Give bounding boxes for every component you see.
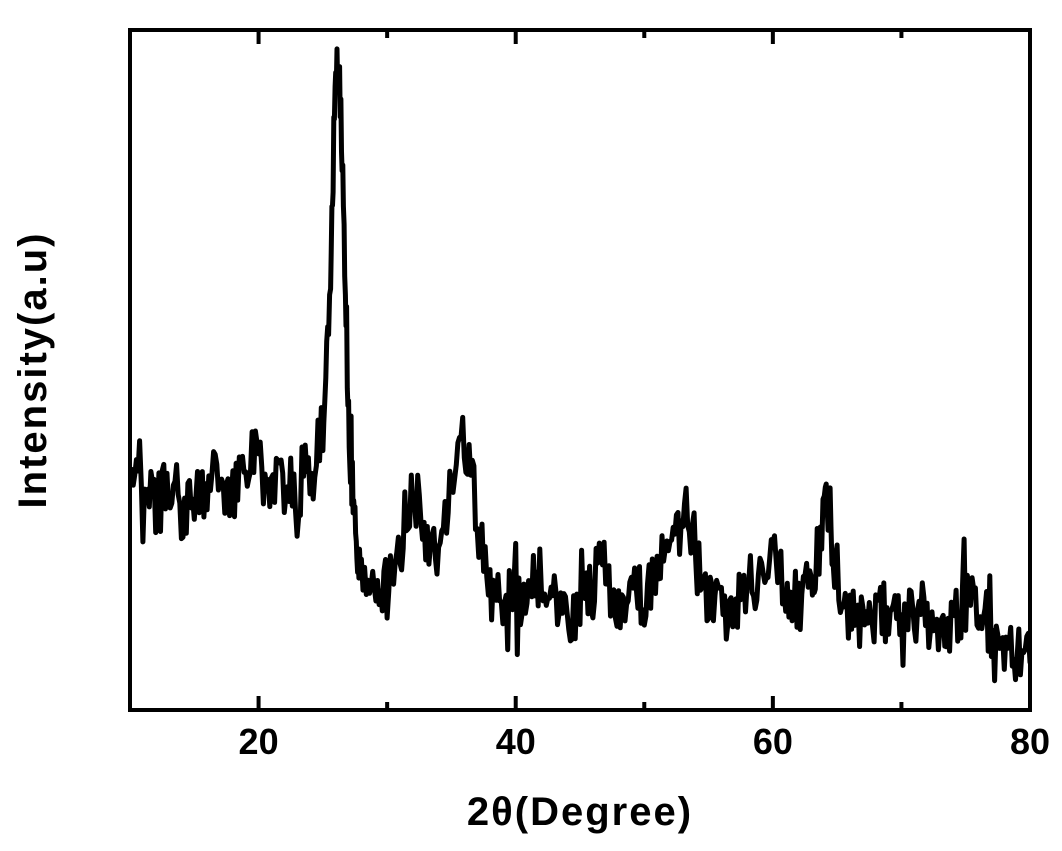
y-axis-label: Intensity(a.u) [11,232,55,509]
x-tick-label: 80 [1010,721,1050,762]
x-tick-label: 40 [496,721,536,762]
x-tick-label: 20 [239,721,279,762]
x-axis-label: 2θ(Degree) [467,790,693,834]
chart-svg: Intensity(a.u) 2θ(Degree) 20 40 60 80 [0,0,1062,851]
xrd-chart: Intensity(a.u) 2θ(Degree) 20 40 60 80 [0,0,1062,851]
xrd-series [130,49,1030,681]
x-tick-label: 60 [753,721,793,762]
tick-labels: 20 40 60 80 [239,721,1050,762]
